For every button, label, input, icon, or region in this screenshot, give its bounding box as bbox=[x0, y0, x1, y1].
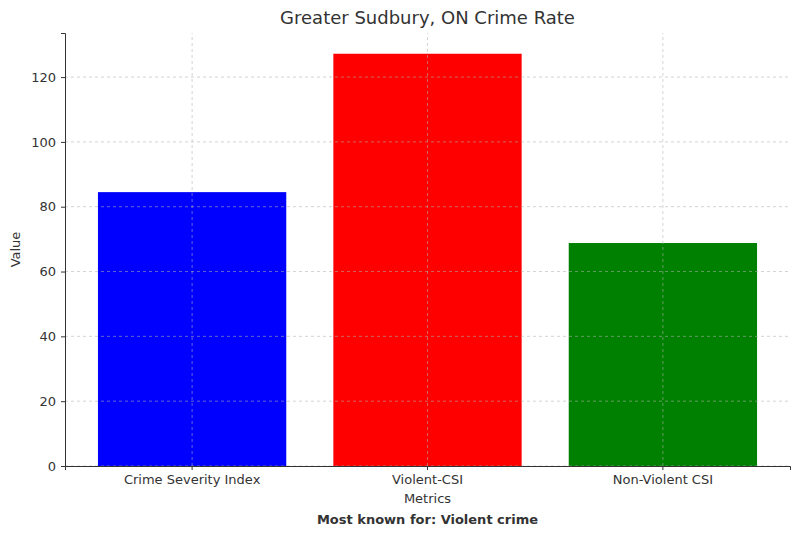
x-tick-label: Crime Severity Index bbox=[124, 472, 261, 487]
y-tick-label: 60 bbox=[39, 264, 56, 279]
x-tick-label: Violent-CSI bbox=[392, 472, 463, 487]
x-tick: Non-Violent CSI bbox=[613, 466, 713, 487]
y-tick: 60 bbox=[39, 264, 65, 279]
y-tick-mark bbox=[61, 142, 65, 143]
y-tick: 0 bbox=[48, 459, 65, 474]
axis-line bbox=[66, 467, 791, 471]
annotation: Most known for: Violent crime bbox=[317, 512, 538, 527]
y-tick: 20 bbox=[39, 394, 65, 409]
grid-line bbox=[65, 336, 790, 337]
x-tick: Violent-CSI bbox=[392, 466, 463, 487]
x-tick-mark bbox=[427, 466, 428, 470]
axis-line bbox=[61, 34, 66, 467]
y-tick: 120 bbox=[31, 70, 65, 85]
y-tick-mark bbox=[61, 207, 65, 208]
y-tick-label: 20 bbox=[39, 394, 56, 409]
y-tick-label: 0 bbox=[48, 459, 56, 474]
y-tick-mark bbox=[61, 272, 65, 273]
x-tick-label: Non-Violent CSI bbox=[613, 472, 713, 487]
x-axis: Crime Severity Index Violent-CSI Non-Viole… bbox=[66, 466, 791, 487]
y-tick-label: 80 bbox=[39, 199, 56, 214]
grid-line bbox=[65, 77, 790, 78]
x-tick-mark bbox=[662, 466, 663, 470]
grid-line bbox=[427, 33, 428, 466]
chart: 0 20 40 60 80 100 120 Crime Severity Index Viole… bbox=[0, 0, 800, 535]
y-tick-mark bbox=[61, 401, 65, 402]
y-tick-label: 100 bbox=[31, 135, 56, 150]
x-label: Metrics bbox=[404, 491, 451, 506]
y-label: Value bbox=[8, 232, 23, 268]
grid-line bbox=[192, 33, 193, 466]
x-tick: Crime Severity Index bbox=[124, 466, 261, 487]
y-axis: 0 20 40 60 80 100 120 bbox=[31, 34, 65, 474]
y-tick: 80 bbox=[39, 199, 65, 214]
grid bbox=[65, 33, 790, 466]
y-tick: 100 bbox=[31, 135, 65, 150]
y-tick-mark bbox=[61, 77, 65, 78]
x-tick-mark bbox=[192, 466, 193, 470]
bar bbox=[569, 243, 757, 466]
title: Greater Sudbury, ON Crime Rate bbox=[280, 7, 575, 28]
y-tick: 40 bbox=[39, 329, 65, 344]
y-tick-label: 40 bbox=[39, 329, 56, 344]
bar bbox=[98, 192, 286, 466]
y-tick-mark bbox=[61, 336, 65, 337]
grid-line bbox=[662, 33, 663, 466]
grid-line bbox=[65, 401, 790, 402]
y-tick-mark bbox=[61, 466, 65, 467]
y-tick-label: 120 bbox=[31, 70, 56, 85]
